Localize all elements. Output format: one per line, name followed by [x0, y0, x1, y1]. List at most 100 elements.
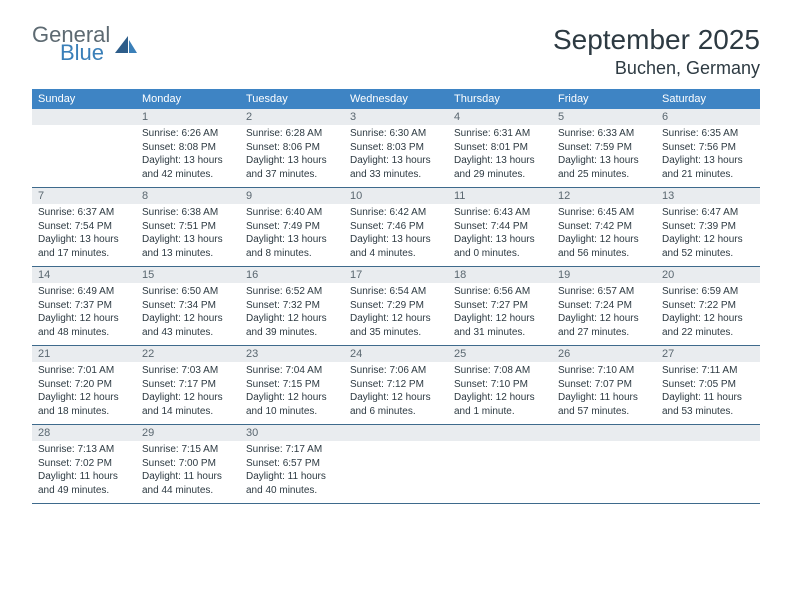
day-line: Daylight: 13 hours [662, 154, 754, 168]
day-body: Sunrise: 6:37 AMSunset: 7:54 PMDaylight:… [32, 204, 136, 264]
day-body: Sunrise: 7:03 AMSunset: 7:17 PMDaylight:… [136, 362, 240, 422]
day-line: Daylight: 12 hours [246, 391, 338, 405]
day-line: Daylight: 13 hours [558, 154, 650, 168]
day-line: Daylight: 13 hours [142, 154, 234, 168]
day-line: Daylight: 11 hours [38, 470, 130, 484]
day-number: 1 [136, 109, 240, 125]
dayname-sunday: Sunday [32, 89, 136, 109]
weeks-container: 1Sunrise: 6:26 AMSunset: 8:08 PMDaylight… [32, 109, 760, 504]
day-line: Sunrise: 6:50 AM [142, 285, 234, 299]
day-line: and 56 minutes. [558, 247, 650, 261]
day-line: Sunrise: 7:06 AM [350, 364, 442, 378]
day-cell: 7Sunrise: 6:37 AMSunset: 7:54 PMDaylight… [32, 188, 136, 266]
day-line: Sunset: 7:51 PM [142, 220, 234, 234]
day-number: 21 [32, 346, 136, 362]
day-number: 6 [656, 109, 760, 125]
day-line: Sunset: 7:59 PM [558, 141, 650, 155]
day-body: Sunrise: 6:30 AMSunset: 8:03 PMDaylight:… [344, 125, 448, 185]
day-number: 13 [656, 188, 760, 204]
day-line: Sunset: 7:22 PM [662, 299, 754, 313]
day-body: Sunrise: 7:01 AMSunset: 7:20 PMDaylight:… [32, 362, 136, 422]
day-line: Sunrise: 6:40 AM [246, 206, 338, 220]
day-line: Sunrise: 6:54 AM [350, 285, 442, 299]
day-number: 23 [240, 346, 344, 362]
day-body: Sunrise: 7:11 AMSunset: 7:05 PMDaylight:… [656, 362, 760, 422]
day-line: and 57 minutes. [558, 405, 650, 419]
day-number: 29 [136, 425, 240, 441]
day-line: and 53 minutes. [662, 405, 754, 419]
day-line: and 1 minute. [454, 405, 546, 419]
day-cell: 4Sunrise: 6:31 AMSunset: 8:01 PMDaylight… [448, 109, 552, 187]
day-line: Daylight: 12 hours [662, 312, 754, 326]
day-line: and 14 minutes. [142, 405, 234, 419]
day-line: and 29 minutes. [454, 168, 546, 182]
day-cell: 26Sunrise: 7:10 AMSunset: 7:07 PMDayligh… [552, 346, 656, 424]
day-line: Sunrise: 6:59 AM [662, 285, 754, 299]
day-body: Sunrise: 7:10 AMSunset: 7:07 PMDaylight:… [552, 362, 656, 422]
day-line: Daylight: 12 hours [350, 312, 442, 326]
day-number: 7 [32, 188, 136, 204]
day-line: Sunset: 8:06 PM [246, 141, 338, 155]
day-body: Sunrise: 6:40 AMSunset: 7:49 PMDaylight:… [240, 204, 344, 264]
day-body [656, 441, 760, 447]
day-line: Sunrise: 7:13 AM [38, 443, 130, 457]
day-cell: 20Sunrise: 6:59 AMSunset: 7:22 PMDayligh… [656, 267, 760, 345]
day-line: and 22 minutes. [662, 326, 754, 340]
day-line: Daylight: 12 hours [662, 233, 754, 247]
day-number: 11 [448, 188, 552, 204]
day-cell: 13Sunrise: 6:47 AMSunset: 7:39 PMDayligh… [656, 188, 760, 266]
day-cell: 17Sunrise: 6:54 AMSunset: 7:29 PMDayligh… [344, 267, 448, 345]
day-line: and 48 minutes. [38, 326, 130, 340]
dayname-thursday: Thursday [448, 89, 552, 109]
dayname-saturday: Saturday [656, 89, 760, 109]
day-body: Sunrise: 6:47 AMSunset: 7:39 PMDaylight:… [656, 204, 760, 264]
day-line: Sunrise: 6:43 AM [454, 206, 546, 220]
day-line: Sunrise: 7:08 AM [454, 364, 546, 378]
day-line: Sunset: 7:54 PM [38, 220, 130, 234]
day-line: Sunrise: 6:31 AM [454, 127, 546, 141]
day-number: 28 [32, 425, 136, 441]
day-number [656, 425, 760, 441]
day-line: and 43 minutes. [142, 326, 234, 340]
day-cell: 25Sunrise: 7:08 AMSunset: 7:10 PMDayligh… [448, 346, 552, 424]
day-line: and 31 minutes. [454, 326, 546, 340]
day-cell: 5Sunrise: 6:33 AMSunset: 7:59 PMDaylight… [552, 109, 656, 187]
day-line: Daylight: 12 hours [558, 312, 650, 326]
day-cell: 3Sunrise: 6:30 AMSunset: 8:03 PMDaylight… [344, 109, 448, 187]
day-line: and 17 minutes. [38, 247, 130, 261]
day-line: Sunrise: 6:37 AM [38, 206, 130, 220]
day-line: Sunrise: 6:33 AM [558, 127, 650, 141]
day-line: Daylight: 13 hours [454, 154, 546, 168]
day-line: Sunrise: 6:26 AM [142, 127, 234, 141]
page: General Blue September 2025 Buchen, Germ… [0, 0, 792, 528]
day-line: Sunset: 7:34 PM [142, 299, 234, 313]
week-row: 21Sunrise: 7:01 AMSunset: 7:20 PMDayligh… [32, 346, 760, 425]
day-line: Sunset: 7:56 PM [662, 141, 754, 155]
day-body: Sunrise: 6:26 AMSunset: 8:08 PMDaylight:… [136, 125, 240, 185]
day-line: Sunrise: 6:30 AM [350, 127, 442, 141]
day-line: Sunset: 7:15 PM [246, 378, 338, 392]
day-number: 10 [344, 188, 448, 204]
day-line: Daylight: 12 hours [142, 312, 234, 326]
day-line: Sunset: 7:27 PM [454, 299, 546, 313]
day-line: and 6 minutes. [350, 405, 442, 419]
day-cell: 11Sunrise: 6:43 AMSunset: 7:44 PMDayligh… [448, 188, 552, 266]
day-line: Daylight: 12 hours [350, 391, 442, 405]
day-cell: 19Sunrise: 6:57 AMSunset: 7:24 PMDayligh… [552, 267, 656, 345]
day-line: Sunset: 7:07 PM [558, 378, 650, 392]
day-line: and 27 minutes. [558, 326, 650, 340]
day-cell [552, 425, 656, 503]
day-line: Sunrise: 7:01 AM [38, 364, 130, 378]
day-line: Daylight: 12 hours [454, 391, 546, 405]
day-line: and 8 minutes. [246, 247, 338, 261]
day-number: 14 [32, 267, 136, 283]
week-row: 1Sunrise: 6:26 AMSunset: 8:08 PMDaylight… [32, 109, 760, 188]
day-body: Sunrise: 7:08 AMSunset: 7:10 PMDaylight:… [448, 362, 552, 422]
day-number: 19 [552, 267, 656, 283]
day-line: Daylight: 13 hours [350, 233, 442, 247]
dayname-tuesday: Tuesday [240, 89, 344, 109]
day-cell [448, 425, 552, 503]
day-body: Sunrise: 7:15 AMSunset: 7:00 PMDaylight:… [136, 441, 240, 501]
day-number: 8 [136, 188, 240, 204]
day-body [552, 441, 656, 447]
